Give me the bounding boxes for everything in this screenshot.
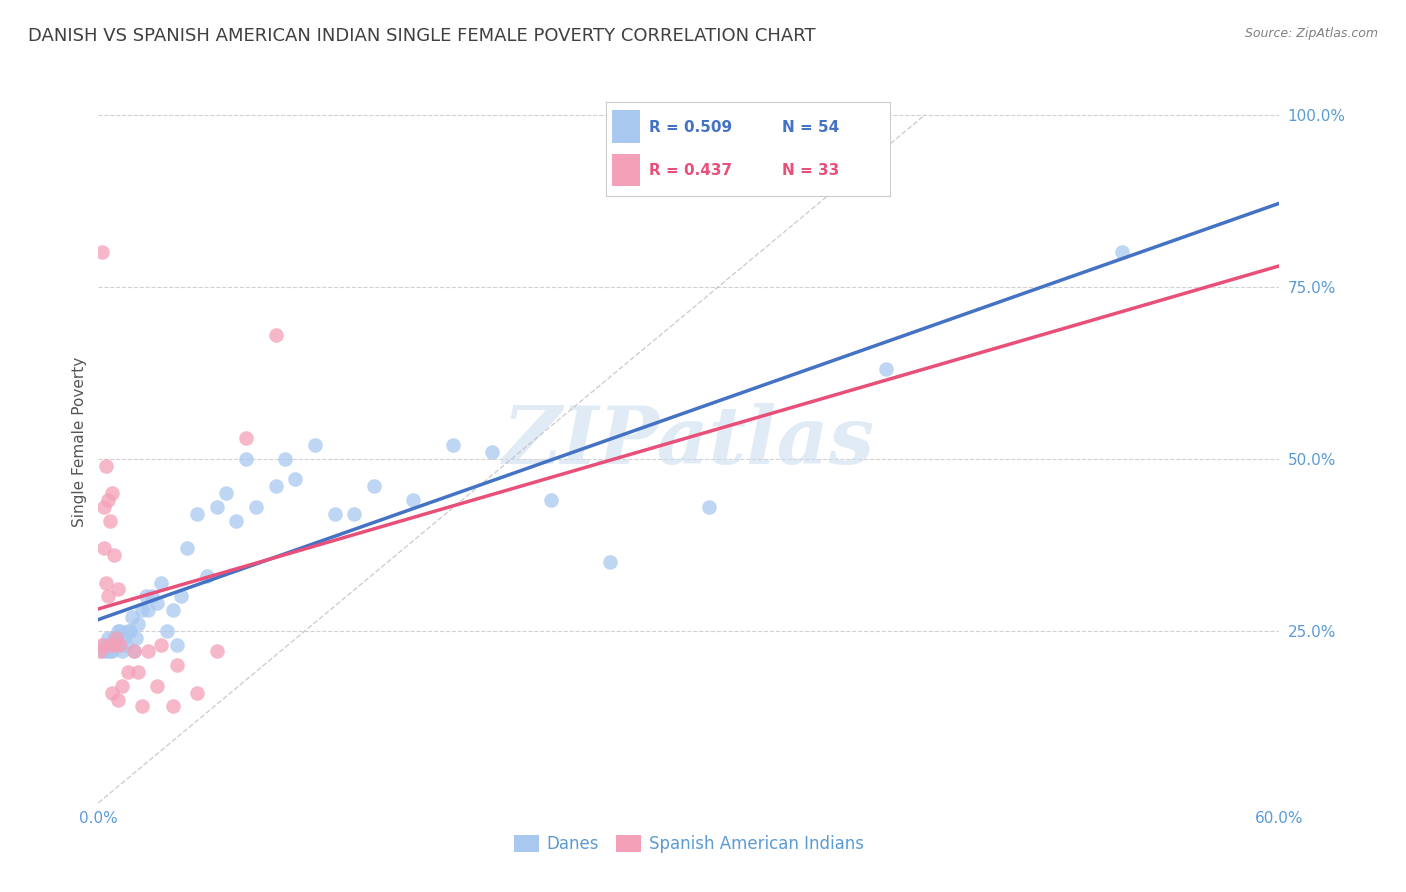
Point bbox=[162, 699, 184, 714]
Point bbox=[441, 438, 464, 452]
Point bbox=[98, 638, 121, 652]
Point bbox=[98, 514, 121, 528]
Point bbox=[264, 327, 287, 342]
Point bbox=[122, 644, 145, 658]
Point bbox=[111, 679, 134, 693]
Point bbox=[1111, 245, 1133, 260]
Point bbox=[115, 638, 138, 652]
Point bbox=[205, 500, 228, 514]
Point bbox=[304, 438, 326, 452]
Point bbox=[91, 638, 114, 652]
Point bbox=[107, 582, 129, 597]
Point bbox=[363, 479, 385, 493]
Point bbox=[96, 575, 118, 590]
Point bbox=[176, 541, 198, 556]
Point bbox=[136, 603, 159, 617]
Point bbox=[141, 590, 163, 604]
Point bbox=[343, 507, 366, 521]
Text: ZIPatlas: ZIPatlas bbox=[503, 403, 875, 480]
Point bbox=[150, 638, 173, 652]
Point bbox=[274, 451, 297, 466]
Point bbox=[186, 686, 208, 700]
Point bbox=[93, 541, 115, 556]
Point bbox=[323, 507, 346, 521]
Point bbox=[117, 624, 139, 638]
Point bbox=[136, 644, 159, 658]
Point bbox=[91, 245, 114, 260]
Point bbox=[93, 638, 115, 652]
Point bbox=[225, 514, 247, 528]
Point bbox=[111, 644, 134, 658]
Point bbox=[186, 507, 208, 521]
Point bbox=[284, 472, 307, 486]
Point bbox=[540, 493, 562, 508]
Point bbox=[89, 644, 111, 658]
Legend: Danes, Spanish American Indians: Danes, Spanish American Indians bbox=[506, 828, 872, 860]
Point bbox=[402, 493, 425, 508]
Point bbox=[107, 624, 129, 638]
Point bbox=[235, 431, 257, 445]
Point bbox=[91, 644, 114, 658]
Point bbox=[195, 568, 218, 582]
Point bbox=[93, 500, 115, 514]
Point bbox=[101, 686, 124, 700]
Point bbox=[107, 638, 129, 652]
Point bbox=[108, 638, 131, 652]
Point bbox=[156, 624, 179, 638]
Point bbox=[131, 603, 153, 617]
Point bbox=[96, 644, 118, 658]
Point bbox=[264, 479, 287, 493]
Point bbox=[117, 665, 139, 679]
Point bbox=[97, 631, 120, 645]
Point bbox=[481, 445, 503, 459]
Point bbox=[245, 500, 267, 514]
Point bbox=[875, 362, 897, 376]
Point bbox=[103, 548, 125, 562]
Point bbox=[125, 631, 148, 645]
Point bbox=[122, 644, 145, 658]
Y-axis label: Single Female Poverty: Single Female Poverty bbox=[72, 357, 87, 526]
Text: Source: ZipAtlas.com: Source: ZipAtlas.com bbox=[1244, 27, 1378, 40]
Point bbox=[97, 638, 120, 652]
Point bbox=[215, 486, 238, 500]
Point bbox=[101, 486, 124, 500]
Point bbox=[235, 451, 257, 466]
Point bbox=[166, 658, 188, 673]
Point bbox=[112, 631, 135, 645]
Point bbox=[170, 590, 193, 604]
Point bbox=[103, 638, 125, 652]
Point bbox=[96, 458, 118, 473]
Point bbox=[118, 624, 141, 638]
Point bbox=[135, 590, 157, 604]
Point bbox=[127, 665, 149, 679]
Point bbox=[146, 596, 169, 610]
Point bbox=[101, 644, 124, 658]
Point bbox=[166, 638, 188, 652]
Point bbox=[98, 644, 121, 658]
Point bbox=[599, 555, 621, 569]
Point bbox=[97, 590, 120, 604]
Point bbox=[121, 610, 143, 624]
Point bbox=[103, 631, 125, 645]
Point bbox=[146, 679, 169, 693]
Point bbox=[97, 493, 120, 508]
Point bbox=[697, 500, 720, 514]
Point bbox=[127, 616, 149, 631]
Point bbox=[105, 638, 128, 652]
Point bbox=[150, 575, 173, 590]
Point bbox=[131, 699, 153, 714]
Point bbox=[105, 631, 128, 645]
Point bbox=[162, 603, 184, 617]
Point bbox=[107, 692, 129, 706]
Point bbox=[108, 624, 131, 638]
Text: DANISH VS SPANISH AMERICAN INDIAN SINGLE FEMALE POVERTY CORRELATION CHART: DANISH VS SPANISH AMERICAN INDIAN SINGLE… bbox=[28, 27, 815, 45]
Point bbox=[205, 644, 228, 658]
